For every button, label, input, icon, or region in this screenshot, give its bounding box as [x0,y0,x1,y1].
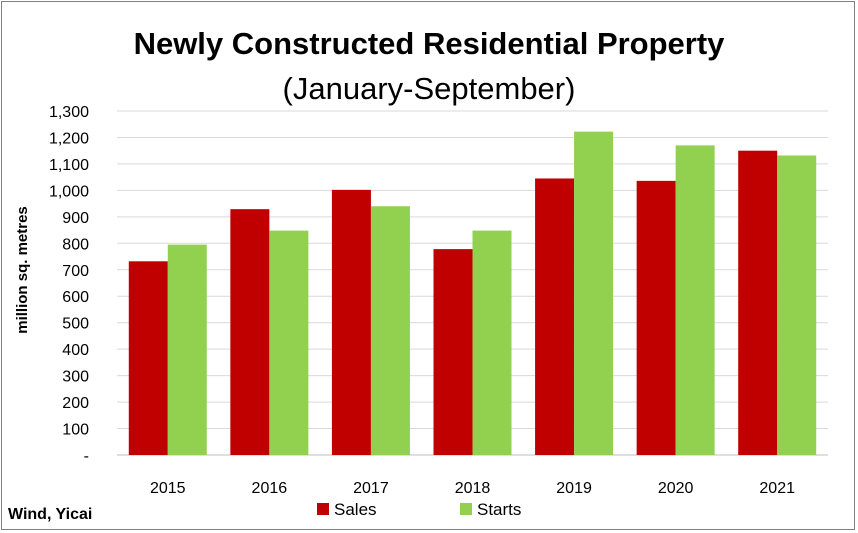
x-tick-label: 2019 [556,480,592,497]
bars [128,131,817,455]
y-tick-label: 700 [62,263,89,280]
y-tick-label: 900 [62,210,89,227]
bar-starts-2016 [269,230,309,455]
bar-starts-2018 [472,230,512,455]
source-note: Wind, Yicai [8,506,92,523]
y-tick-label: 100 [62,422,89,439]
bar-starts-2015 [167,244,207,455]
legend-label-sales: Sales [334,500,377,519]
x-tick-label: 2015 [150,480,186,497]
y-tick-label: 1,100 [49,157,89,174]
y-tick-label: 1,300 [49,104,89,121]
bar-starts-2021 [777,155,817,455]
chart-title: Newly Constructed Residential Property [134,26,726,61]
bar-sales-2016 [230,209,270,455]
legend: Sales Starts [317,500,521,519]
y-tick-label: 1,200 [49,130,89,147]
bar-sales-2019 [535,178,575,455]
x-axis-ticks: 2015 2016 2017 2018 2019 2020 2021 [150,480,795,497]
y-tick-label: 600 [62,289,89,306]
legend-swatch-starts [460,503,472,515]
x-tick-label: 2016 [252,480,288,497]
bar-sales-2021 [738,150,778,455]
bar-starts-2017 [370,206,410,455]
y-tick-label: 1,000 [49,183,89,200]
y-tick-label: 800 [62,236,89,253]
y-axis-label: million sq. metres [14,206,31,334]
bar-starts-2020 [675,145,715,455]
chart-subtitle: (January-September) [283,71,576,106]
y-tick-label: 300 [62,369,89,386]
legend-swatch-sales [317,503,329,515]
bar-sales-2020 [636,180,676,455]
y-tick-label: 500 [62,316,89,333]
x-tick-label: 2017 [353,480,389,497]
bar-sales-2017 [331,189,371,455]
y-tick-label: - [84,448,89,465]
y-tick-label: 200 [62,395,89,412]
bar-sales-2015 [128,261,168,455]
bar-starts-2019 [574,131,614,455]
bar-sales-2018 [433,249,473,455]
x-tick-label: 2018 [455,480,491,497]
y-axis-ticks: - 100 200 300 400 500 600 700 800 900 1,000 1,100 1,… [49,104,89,465]
y-tick-label: 400 [62,342,89,359]
x-tick-label: 2020 [658,480,694,497]
legend-label-starts: Starts [477,500,521,519]
x-tick-label: 2021 [759,480,795,497]
